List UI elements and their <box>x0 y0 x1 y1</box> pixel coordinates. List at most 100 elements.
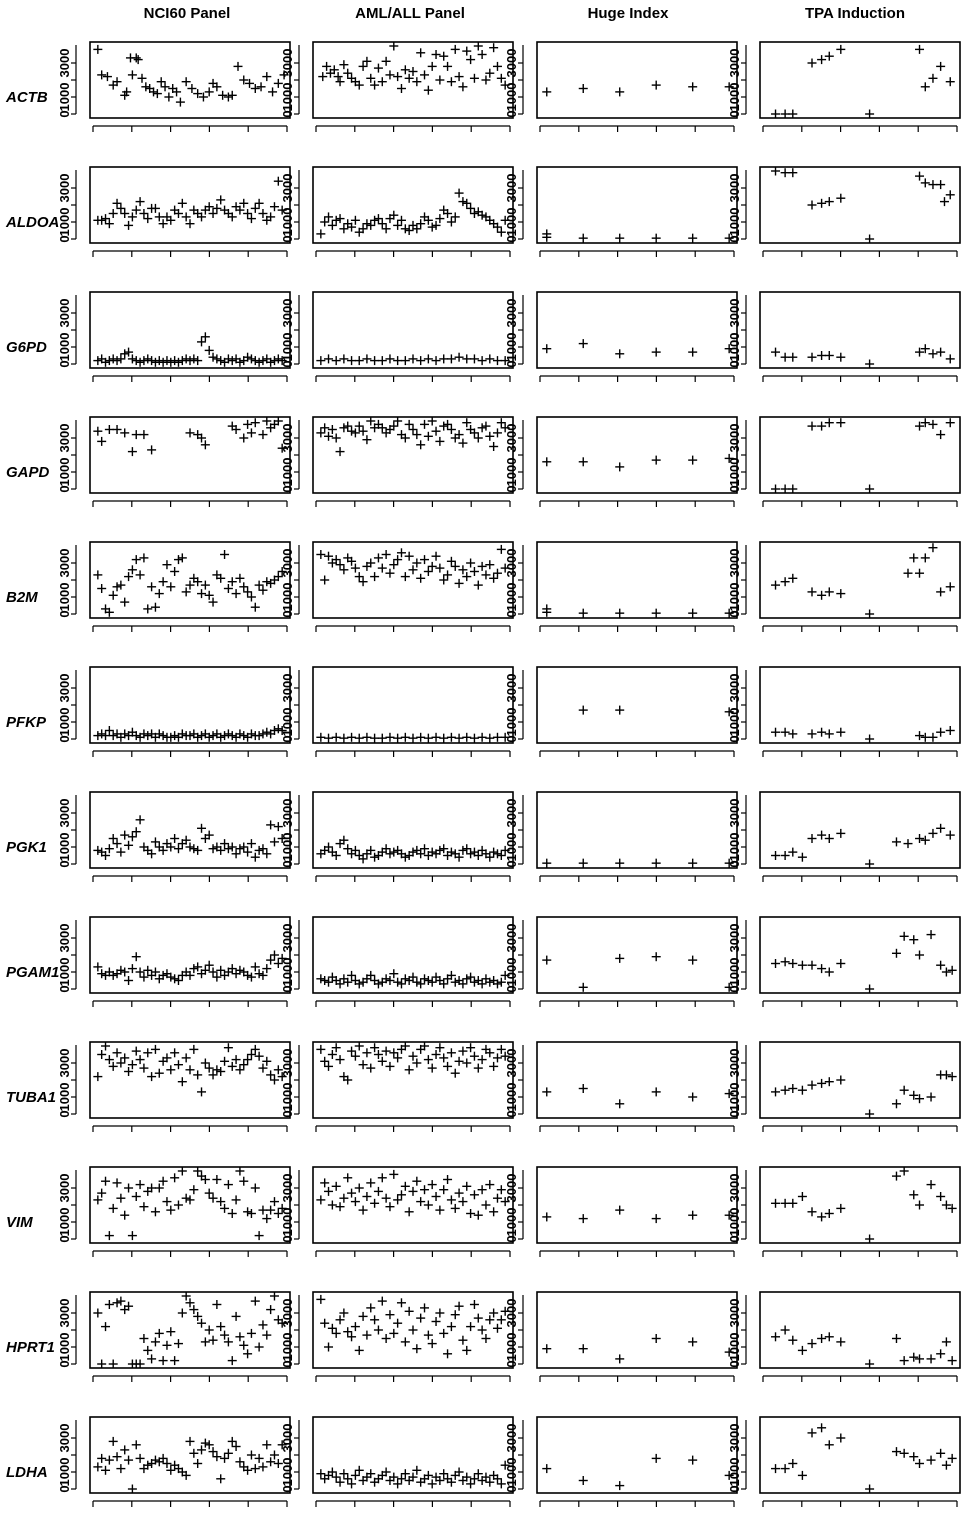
data-point <box>120 428 130 438</box>
data-point <box>139 1334 149 1343</box>
data-point <box>939 197 949 207</box>
data-point <box>542 1212 552 1222</box>
panel-frame <box>536 166 738 244</box>
data-point <box>373 1050 383 1059</box>
y-tick-label: 0 <box>727 485 742 492</box>
data-point <box>366 970 376 980</box>
data-point <box>724 1089 734 1099</box>
data-point <box>771 166 781 176</box>
data-point <box>385 354 395 364</box>
data-point <box>150 602 160 612</box>
data-point <box>269 950 279 960</box>
data-point <box>408 565 418 575</box>
data-point <box>920 178 930 188</box>
data-point <box>578 1084 588 1093</box>
data-point <box>771 727 781 737</box>
data-point <box>915 568 925 578</box>
data-point <box>431 426 441 436</box>
data-point <box>198 92 208 102</box>
data-point <box>124 1067 134 1076</box>
data-point <box>258 209 268 218</box>
data-point <box>462 1058 472 1068</box>
data-point <box>135 1055 145 1065</box>
data-point <box>865 859 875 869</box>
data-point <box>500 732 510 742</box>
data-point <box>269 1075 279 1085</box>
data-point <box>500 845 510 855</box>
data-point <box>277 953 287 963</box>
data-point <box>108 1359 118 1369</box>
data-point <box>277 1440 287 1450</box>
y-tick-label: 1000 <box>727 958 742 987</box>
data-point <box>239 198 249 208</box>
data-point <box>269 837 279 847</box>
data-point <box>318 72 328 82</box>
data-point <box>108 731 118 741</box>
data-point <box>446 732 456 742</box>
data-point <box>492 732 502 742</box>
data-point <box>173 844 183 854</box>
data-point <box>150 203 160 213</box>
data-point <box>427 222 437 232</box>
data-point <box>688 233 698 243</box>
data-point <box>396 1190 406 1200</box>
panel-frame <box>89 1041 291 1119</box>
data-point <box>235 357 245 367</box>
data-point <box>469 1300 479 1309</box>
data-point <box>865 1109 875 1119</box>
data-point <box>120 729 130 739</box>
data-point <box>246 1050 256 1059</box>
data-point <box>366 1303 376 1313</box>
data-point <box>339 354 349 364</box>
data-point <box>343 977 353 987</box>
data-point <box>492 1053 502 1063</box>
data-point <box>258 1320 268 1330</box>
y-tick-label: 0 <box>727 860 742 867</box>
data-point <box>688 858 698 868</box>
data-point <box>262 1330 272 1340</box>
data-point <box>481 75 491 85</box>
y-tick-label: 0 <box>57 1360 72 1367</box>
data-point <box>366 1469 376 1479</box>
data-point <box>164 92 174 102</box>
data-point <box>836 727 846 737</box>
data-point <box>920 835 930 845</box>
data-point <box>358 61 368 71</box>
data-point <box>936 180 946 190</box>
data-point <box>496 977 506 987</box>
data-point <box>166 1065 176 1075</box>
data-point <box>891 1447 901 1457</box>
data-point <box>208 731 218 741</box>
data-point <box>824 967 834 977</box>
data-point <box>135 570 145 580</box>
data-point <box>150 1337 160 1347</box>
data-point <box>231 1055 241 1065</box>
data-point <box>181 1291 191 1301</box>
data-point <box>112 1298 122 1308</box>
data-point <box>771 851 781 860</box>
data-point <box>316 1294 326 1304</box>
data-point <box>154 1328 164 1338</box>
data-point <box>354 80 364 90</box>
data-point <box>324 1061 334 1071</box>
data-point <box>139 972 149 982</box>
data-point <box>915 347 925 357</box>
data-point <box>220 839 230 849</box>
data-point <box>899 931 909 941</box>
data-point <box>788 1084 798 1093</box>
data-point <box>377 1056 387 1066</box>
data-point <box>246 1450 256 1460</box>
data-point <box>139 356 149 366</box>
data-point <box>788 168 798 178</box>
data-point <box>412 1176 422 1186</box>
panel-frame <box>536 666 738 744</box>
data-point <box>542 858 552 868</box>
data-point <box>500 356 510 366</box>
data-point <box>320 575 330 585</box>
data-point <box>423 733 433 743</box>
data-point <box>158 1453 168 1463</box>
data-point <box>324 431 334 441</box>
data-point <box>343 68 353 78</box>
data-point <box>381 1193 391 1203</box>
